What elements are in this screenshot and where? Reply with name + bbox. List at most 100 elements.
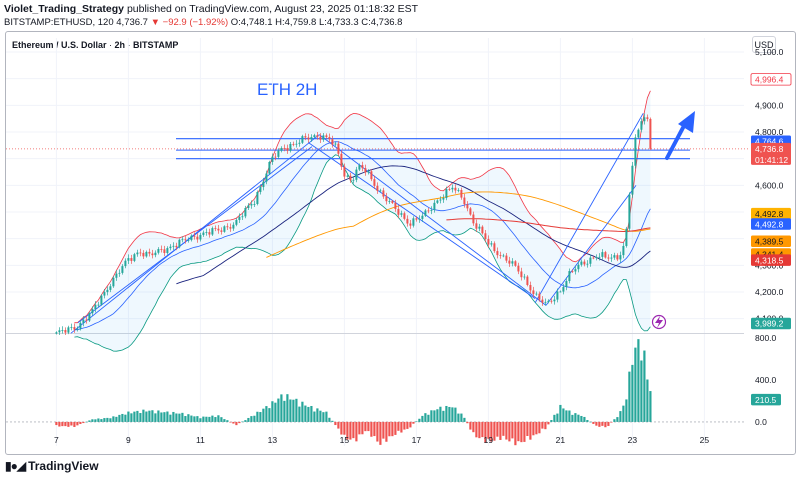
price-labels: 4,996.4 4,764.64,736.801:41:12 4,492.84,49…	[750, 73, 792, 406]
candle	[472, 214, 475, 224]
candle	[445, 189, 448, 199]
volume-bar	[490, 421, 493, 442]
volume-bar	[448, 406, 451, 422]
candle	[610, 257, 613, 259]
candle	[229, 227, 232, 229]
candle	[580, 261, 583, 265]
volume-histogram	[55, 339, 652, 446]
symbol-legend[interactable]: Ethereum / U.S. Dollar · 2h · BITSTAMP	[12, 40, 179, 50]
candle	[361, 165, 364, 169]
volume-bar	[640, 360, 643, 422]
candle	[160, 249, 163, 250]
published-text: published on TradingView.com, August 23,…	[126, 3, 419, 15]
candle	[223, 226, 226, 232]
candle	[439, 199, 442, 201]
volume-bar	[514, 421, 517, 446]
volume-bar	[346, 421, 349, 440]
volume-bar	[205, 416, 208, 422]
volume-bar	[562, 408, 565, 422]
volume-bar	[184, 416, 187, 422]
candle	[400, 213, 403, 215]
author-name[interactable]: Violet_Trading_Strategy	[4, 3, 125, 15]
volume-bar	[217, 415, 220, 422]
candle	[142, 252, 145, 257]
volume-bar	[397, 421, 400, 431]
time-tick-label: 25	[700, 435, 710, 445]
candle	[367, 171, 370, 173]
candle	[280, 148, 283, 151]
candle	[316, 135, 319, 137]
volume-bar	[109, 418, 112, 422]
candle	[505, 255, 508, 261]
time-tick-label: 15	[340, 435, 350, 445]
candle	[100, 295, 103, 305]
price-label-box	[751, 207, 791, 220]
volume-bar	[241, 421, 244, 423]
candle	[487, 239, 490, 245]
time-tick-label: 17	[412, 435, 422, 445]
candle	[193, 235, 196, 237]
volume-bar	[550, 420, 553, 422]
volume-bar	[76, 421, 79, 426]
currency-button[interactable]: USD	[752, 36, 776, 53]
candle	[64, 329, 67, 333]
candle	[331, 139, 334, 145]
candle	[151, 253, 154, 256]
volume-bar	[301, 401, 304, 422]
volume-bar	[457, 413, 460, 422]
candle	[127, 258, 130, 261]
candle	[352, 179, 355, 181]
candle	[61, 329, 64, 331]
candle	[376, 185, 379, 191]
volume-bar	[364, 421, 367, 432]
trend-line	[318, 134, 547, 306]
volume-bar	[475, 421, 478, 438]
volume-bar	[190, 415, 193, 422]
price-label: 4,492.8	[751, 218, 791, 230]
candle	[538, 293, 541, 300]
volume-bar	[538, 421, 541, 434]
candle	[646, 117, 649, 119]
price-label-box	[751, 142, 791, 165]
candle	[397, 208, 400, 215]
candle	[301, 136, 304, 143]
candle	[634, 137, 637, 166]
tradingview-logo[interactable]: ▮●◢ TradingView	[5, 459, 99, 473]
tradingview-logo-icon: ▮●◢	[5, 459, 26, 473]
candle	[94, 304, 97, 310]
volume-bar	[331, 420, 334, 422]
time-tick-label: 11	[196, 435, 205, 445]
price-tick-label: 4,900.0	[755, 100, 784, 110]
volume-bar	[394, 421, 397, 435]
volume-bar	[403, 421, 406, 430]
candle	[154, 252, 157, 256]
volume-bar	[106, 417, 109, 422]
candle	[370, 171, 373, 180]
candle	[541, 299, 544, 303]
volume-bar	[160, 412, 163, 422]
volume-bar	[64, 421, 67, 427]
candle	[358, 165, 361, 170]
volume-bar	[628, 371, 631, 422]
price-label: 3,989.2	[751, 317, 791, 330]
volume-bar	[508, 421, 511, 442]
trend-line	[70, 134, 320, 334]
candle	[58, 330, 61, 333]
candle	[79, 322, 82, 329]
volume-bar	[385, 421, 388, 442]
volume-bar	[169, 414, 172, 422]
candle	[112, 277, 115, 287]
volume-bar	[523, 421, 526, 442]
volume-bar	[139, 413, 142, 422]
price-label-box	[751, 235, 791, 247]
candle	[535, 293, 538, 295]
candle	[145, 251, 148, 257]
price-label: 4,996.4	[750, 73, 792, 86]
price-tick-label: 5,100.0	[755, 47, 784, 57]
annotations	[651, 111, 695, 330]
price-label: 4,492.8	[751, 207, 791, 220]
candle	[298, 142, 301, 144]
volume-bar	[232, 421, 235, 424]
symbol-interval: 2h	[114, 40, 126, 50]
